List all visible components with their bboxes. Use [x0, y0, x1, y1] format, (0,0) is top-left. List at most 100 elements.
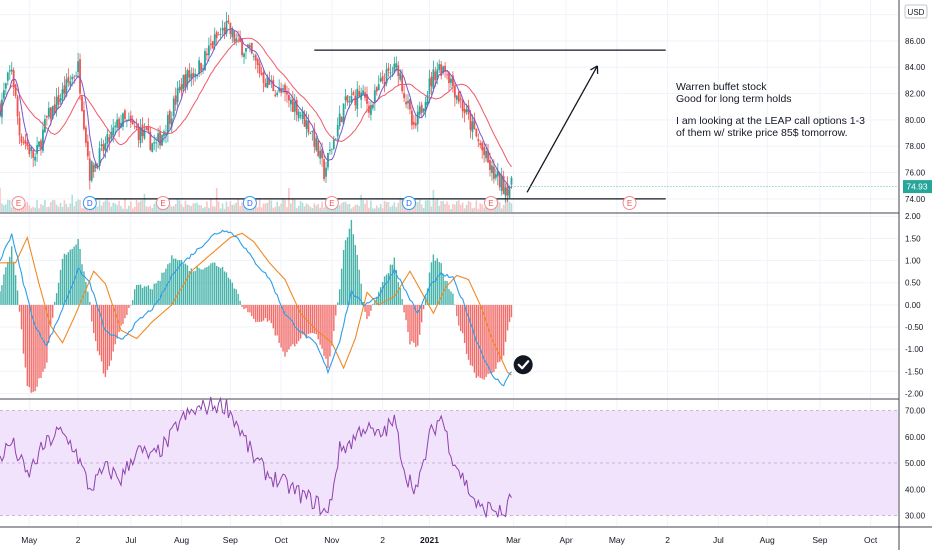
candle-body[interactable] — [254, 55, 257, 61]
candle-body[interactable] — [407, 100, 409, 104]
candle-body[interactable] — [188, 70, 191, 78]
candle-body[interactable] — [274, 94, 277, 97]
candle-body[interactable] — [426, 94, 429, 106]
candle-body[interactable] — [291, 99, 294, 113]
rsi-panel[interactable] — [0, 396, 512, 518]
candle-body[interactable] — [258, 63, 261, 74]
candle-body[interactable] — [108, 137, 111, 143]
candle-body[interactable] — [395, 63, 398, 68]
candle-body[interactable] — [504, 187, 507, 196]
candle-body[interactable] — [289, 99, 292, 105]
candle-body[interactable] — [348, 101, 351, 103]
candle-body[interactable] — [432, 69, 435, 89]
candle-body[interactable] — [356, 88, 359, 109]
candle-body[interactable] — [428, 78, 431, 95]
candle-body[interactable] — [231, 29, 234, 38]
candle-body[interactable] — [377, 84, 380, 91]
candle-body[interactable] — [139, 127, 142, 144]
event-marker-earnings-upcoming[interactable]: E — [622, 196, 637, 210]
candlestick-series[interactable] — [0, 12, 513, 203]
candle-body[interactable] — [186, 70, 189, 86]
candle-body[interactable] — [336, 125, 339, 137]
candle-body[interactable] — [401, 75, 404, 92]
candle-body[interactable] — [209, 43, 212, 46]
candle-body[interactable] — [3, 90, 5, 99]
candle-body[interactable] — [170, 118, 173, 127]
candle-body[interactable] — [51, 106, 54, 119]
candle-body[interactable] — [416, 111, 419, 125]
candle-body[interactable] — [444, 65, 446, 72]
candle-body[interactable] — [463, 108, 466, 114]
candle-body[interactable] — [323, 159, 325, 180]
candle-body[interactable] — [496, 170, 499, 177]
candle-body[interactable] — [493, 166, 495, 179]
candle-body[interactable] — [124, 110, 126, 119]
candle-body[interactable] — [340, 117, 343, 122]
candle-body[interactable] — [250, 42, 253, 54]
trend-drawings[interactable] — [87, 49, 898, 200]
candle-body[interactable] — [172, 98, 175, 117]
candle-body[interactable] — [57, 94, 60, 105]
candle-body[interactable] — [440, 64, 443, 76]
candle-body[interactable] — [297, 111, 300, 119]
candle-body[interactable] — [245, 48, 247, 52]
candle-body[interactable] — [223, 27, 226, 36]
candle-body[interactable] — [334, 138, 337, 140]
candle-body[interactable] — [65, 79, 68, 97]
candle-body[interactable] — [235, 38, 238, 42]
candle-body[interactable] — [502, 176, 505, 195]
candle-body[interactable] — [342, 103, 345, 125]
candle-body[interactable] — [260, 72, 263, 75]
candle-body[interactable] — [465, 109, 468, 112]
candle-body[interactable] — [301, 110, 304, 119]
candle-body[interactable] — [213, 34, 216, 45]
candle-body[interactable] — [247, 44, 249, 48]
candle-body[interactable] — [362, 90, 365, 95]
candle-body[interactable] — [166, 114, 169, 134]
candle-body[interactable] — [295, 99, 298, 115]
candle-body[interactable] — [84, 127, 87, 143]
candle-body[interactable] — [180, 84, 183, 92]
candle-body[interactable] — [34, 156, 37, 161]
candle-body[interactable] — [459, 98, 462, 101]
candle-body[interactable] — [42, 129, 44, 151]
candle-body[interactable] — [225, 21, 228, 34]
candle-body[interactable] — [241, 39, 243, 56]
candle-body[interactable] — [403, 93, 405, 99]
candle-body[interactable] — [373, 90, 376, 104]
candle-body[interactable] — [116, 119, 119, 128]
candle-body[interactable] — [4, 83, 7, 89]
event-marker-dividend[interactable]: D — [82, 196, 97, 210]
candle-body[interactable] — [344, 96, 347, 101]
candle-body[interactable] — [49, 107, 52, 119]
candle-body[interactable] — [86, 141, 89, 157]
candle-body[interactable] — [149, 131, 152, 150]
candle-body[interactable] — [227, 20, 230, 23]
candle-body[interactable] — [442, 66, 445, 73]
candle-body[interactable] — [284, 84, 286, 93]
candle-body[interactable] — [157, 133, 160, 141]
candle-body[interactable] — [248, 45, 251, 48]
candle-body[interactable] — [204, 51, 206, 70]
candle-body[interactable] — [90, 161, 93, 181]
candle-body[interactable] — [420, 104, 423, 114]
candle-body[interactable] — [311, 130, 314, 133]
candle-body[interactable] — [63, 85, 66, 94]
candle-body[interactable] — [237, 34, 240, 36]
candle-body[interactable] — [22, 142, 25, 144]
candle-body[interactable] — [77, 61, 79, 73]
candle-body[interactable] — [313, 128, 316, 147]
candle-body[interactable] — [453, 86, 456, 98]
candle-body[interactable] — [184, 74, 187, 88]
candle-body[interactable] — [483, 147, 486, 156]
candle-body[interactable] — [286, 91, 288, 95]
candle-body[interactable] — [467, 105, 470, 115]
candle-body[interactable] — [276, 92, 279, 95]
candle-body[interactable] — [352, 92, 355, 96]
candle-body[interactable] — [200, 63, 202, 71]
candle-body[interactable] — [118, 118, 120, 129]
candle-body[interactable] — [206, 53, 208, 56]
candle-body[interactable] — [329, 149, 331, 151]
candle-body[interactable] — [330, 148, 333, 150]
candle-body[interactable] — [485, 150, 487, 159]
